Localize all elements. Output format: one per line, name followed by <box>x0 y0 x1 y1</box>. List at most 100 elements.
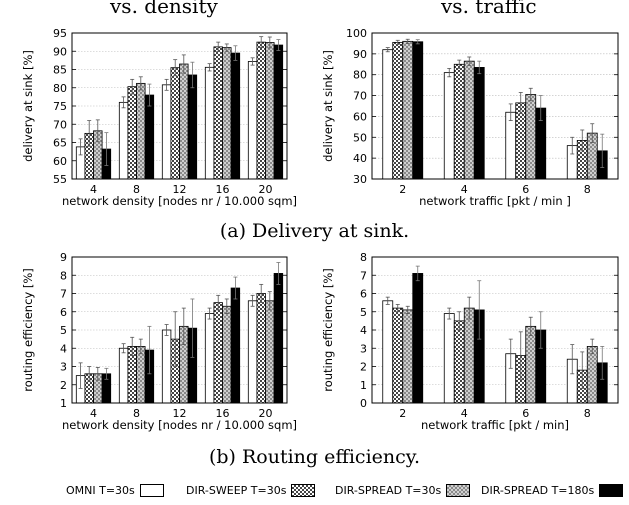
x-tick-label: 2 <box>399 407 406 420</box>
y-tick-label: 60 <box>353 110 367 123</box>
y-tick-label: 40 <box>353 152 367 165</box>
x-tick-label: 16 <box>216 407 230 420</box>
bar <box>525 325 537 404</box>
bar <box>265 300 275 404</box>
legend-label: DIR-SPREAD T=180s <box>481 484 595 497</box>
y-tick-label: 3 <box>60 361 67 374</box>
legend-swatch-checker-light <box>446 484 471 497</box>
y-tick-label: 6 <box>60 306 67 319</box>
bar <box>265 42 275 180</box>
x-tick-label: 8 <box>133 407 140 420</box>
legend: OMNI T=30s DIR-SWEEP T=30s DIR-SPREAD T=… <box>0 484 629 502</box>
y-tick-label: 90 <box>353 48 367 61</box>
y-tick-label: 75 <box>53 100 67 113</box>
bar <box>382 300 394 404</box>
bar <box>392 307 404 404</box>
x-tick-label: 6 <box>522 407 529 420</box>
y-tick-label: 70 <box>353 90 367 103</box>
y-tick-label: 2 <box>60 379 67 392</box>
y-axis-label: routing efficiency [%] <box>321 268 335 392</box>
x-axis-label: network traffic [pkt / min] <box>421 418 569 432</box>
y-tick-label: 90 <box>53 45 67 58</box>
chart-delivery-vs-traffic: 30 40 50 60 70 80 90 100 2 4 6 8 network traffic [pk… <box>321 27 619 208</box>
y-tick-label: 5 <box>60 324 67 337</box>
y-tick-label: 70 <box>53 118 67 131</box>
chart-efficiency-vs-traffic: 0 1 2 3 4 5 6 7 8 2 4 6 8 network traffic [pkt / min]… <box>321 251 619 432</box>
legend-swatch-black <box>599 484 624 497</box>
y-tick-label: 95 <box>53 27 67 40</box>
bar <box>256 293 266 404</box>
legend-swatch-white <box>139 484 164 497</box>
y-tick-label: 55 <box>53 173 67 186</box>
y-tick-label: 85 <box>53 64 67 77</box>
legend-item-dir-spread-180: DIR-SPREAD T=180s <box>481 484 624 497</box>
y-tick-label: 4 <box>360 324 367 337</box>
x-tick-label: 4 <box>461 407 468 420</box>
y-tick-label: 60 <box>53 155 67 168</box>
bar <box>170 67 180 180</box>
y-tick-label: 6 <box>360 288 367 301</box>
x-tick-label: 4 <box>90 183 97 196</box>
bar <box>127 86 137 180</box>
bar <box>443 313 455 404</box>
bar <box>222 305 232 404</box>
bar <box>136 346 146 404</box>
bar <box>515 102 527 180</box>
x-axis-label: network density [nodes nr / 10.000 sqm] <box>62 418 297 432</box>
bar <box>230 287 241 404</box>
bar <box>505 111 517 180</box>
x-tick-label: 2 <box>399 183 406 196</box>
bar <box>463 60 475 180</box>
x-tick-label: 12 <box>173 183 187 196</box>
y-tick-label: 80 <box>353 69 367 82</box>
bar <box>392 41 404 180</box>
y-axis-label: routing efficiency [%] <box>21 268 35 392</box>
y-tick-label: 8 <box>60 269 67 282</box>
x-tick-label: 4 <box>461 183 468 196</box>
bar <box>273 44 284 180</box>
y-axis-label: delivery at sink [%] <box>21 50 35 162</box>
title-vs-traffic: vs. traffic <box>441 0 537 18</box>
x-tick-label: 8 <box>133 183 140 196</box>
title-vs-density: vs. density <box>110 0 218 18</box>
x-tick-label: 16 <box>216 183 230 196</box>
y-tick-label: 65 <box>53 137 67 150</box>
bar <box>118 101 129 180</box>
bar <box>273 273 284 404</box>
y-tick-label: 9 <box>60 251 67 264</box>
bar <box>144 94 155 180</box>
legend-item-omni: OMNI T=30s <box>66 484 164 497</box>
bar <box>453 320 465 404</box>
legend-swatch-checker-dark <box>291 484 316 497</box>
plot-frame <box>71 32 288 180</box>
x-axis-label: network traffic [pkt / min ] <box>419 194 571 208</box>
bar <box>256 41 266 180</box>
x-tick-label: 4 <box>90 407 97 420</box>
bar <box>187 74 198 180</box>
bar <box>402 309 414 404</box>
bar <box>161 329 172 404</box>
bar <box>412 41 424 180</box>
bar <box>213 302 223 404</box>
y-tick-label: 7 <box>60 288 67 301</box>
bar <box>247 61 258 180</box>
legend-label: DIR-SPREAD T=30s <box>335 484 442 497</box>
y-tick-label: 3 <box>360 342 367 355</box>
y-tick-label: 80 <box>53 82 67 95</box>
y-tick-label: 30 <box>353 173 367 186</box>
plot-frame <box>371 32 619 180</box>
bar <box>247 300 258 404</box>
bar <box>382 49 394 180</box>
bar <box>586 346 598 404</box>
y-tick-label: 8 <box>360 251 367 264</box>
x-tick-label: 20 <box>259 407 273 420</box>
legend-label: DIR-SWEEP T=30s <box>186 484 287 497</box>
y-tick-label: 1 <box>60 397 67 410</box>
y-tick-label: 7 <box>360 269 367 282</box>
bar <box>136 82 146 180</box>
plot-frame <box>371 256 619 404</box>
bar <box>525 94 537 180</box>
bar <box>204 66 215 180</box>
plot-frame <box>71 256 288 404</box>
